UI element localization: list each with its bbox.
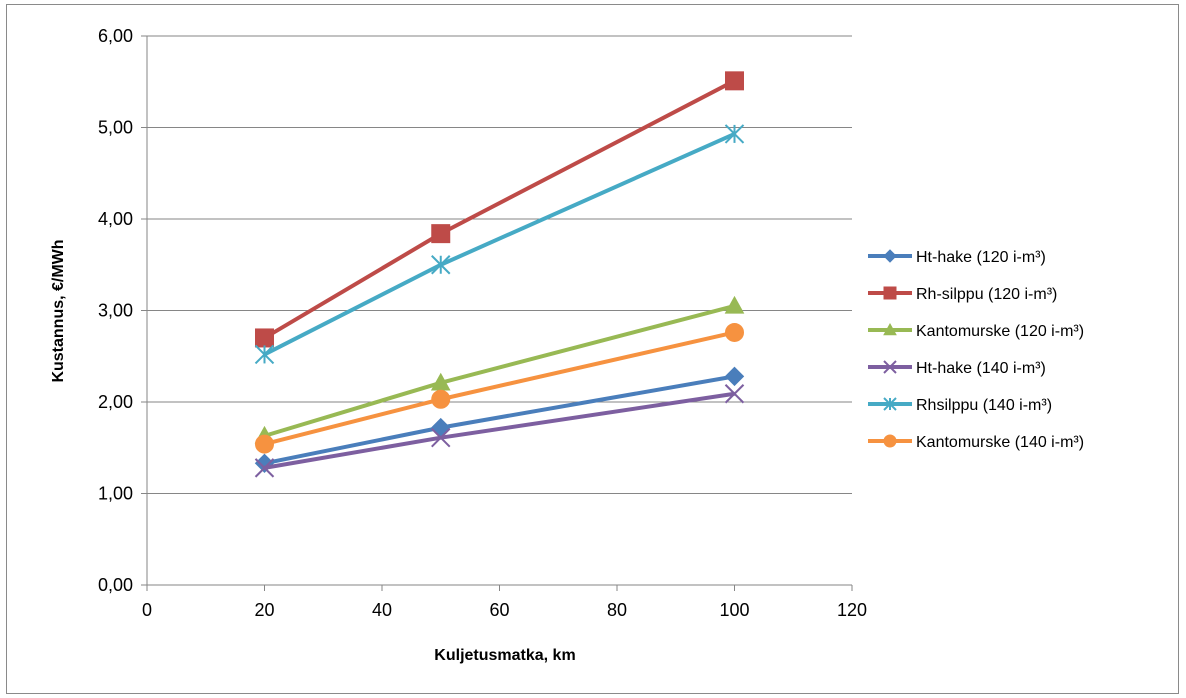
series-4 — [254, 384, 745, 478]
legend: Ht-hake (120 i-m³) Rh-silppu (120 i-m³) Ka… — [868, 249, 1084, 451]
legend-item-1: Ht-hake (120 i-m³) — [868, 249, 1046, 266]
axes — [141, 35, 853, 591]
y-axis-title: Kustannus, €/MWh — [50, 239, 67, 382]
data-point — [724, 295, 745, 314]
x-marker — [883, 360, 897, 374]
series-line — [263, 79, 736, 340]
legend-item-4: Ht-hake (140 i-m³) — [868, 360, 1046, 377]
legend-item-3: Kantomurske (120 i-m³) — [868, 322, 1084, 340]
x-marker-stroke — [254, 458, 275, 478]
x-tick-label: 120 — [837, 600, 867, 620]
x-tick-label: 40 — [372, 600, 392, 620]
x-axis-title: Kuljetusmatka, km — [434, 647, 575, 664]
y-tick-label: 4,00 — [98, 209, 133, 229]
y-tick-labels: 0,00 1,00 2,00 3,00 4,00 5,00 6,00 — [98, 26, 133, 595]
y-tick-label: 1,00 — [98, 484, 133, 504]
data-point — [431, 427, 451, 448]
data-point — [431, 255, 451, 275]
diamond-marker — [883, 249, 897, 263]
data-point — [255, 434, 274, 454]
series-2 — [255, 71, 744, 348]
square-marker — [883, 286, 897, 300]
series-3 — [254, 295, 745, 444]
circle-marker — [883, 434, 897, 448]
y-tick-label: 6,00 — [98, 26, 133, 46]
series-6 — [255, 322, 744, 454]
legend-label: Kantomurske (120 i-m³) — [916, 323, 1084, 340]
y-tick-label: 5,00 — [98, 118, 133, 138]
legend-label: Ht-hake (120 i-m³) — [916, 249, 1046, 266]
star-marker — [883, 397, 897, 411]
data-point — [724, 366, 745, 387]
y-tick-label: 3,00 — [98, 301, 133, 321]
legend-label: Rh-silppu (120 i-m³) — [916, 286, 1057, 303]
data-point — [254, 458, 275, 478]
x-tick-labels: 0 20 40 60 80 100 120 — [142, 600, 867, 620]
triangle-marker — [883, 322, 897, 336]
y-tick-label: 0,00 — [98, 575, 133, 595]
series-5 — [254, 124, 745, 365]
data-point — [255, 328, 274, 348]
y-tick-label: 2,00 — [98, 392, 133, 412]
x-tick-label: 20 — [254, 600, 274, 620]
data-point — [431, 224, 451, 244]
data-point — [725, 71, 744, 91]
x-tick-label: 60 — [489, 600, 509, 620]
data-point — [254, 453, 275, 474]
series-line — [264, 374, 735, 466]
data-point — [724, 384, 745, 404]
legend-item-2: Rh-silppu (120 i-m³) — [868, 286, 1057, 303]
series-line — [263, 132, 736, 357]
x-tick-label: 80 — [607, 600, 627, 620]
legend-label: Ht-hake (140 i-m³) — [916, 360, 1046, 377]
data-point — [431, 417, 451, 438]
data-point — [724, 124, 745, 144]
data-series — [254, 71, 745, 478]
legend-item-5: Rhsilppu (140 i-m³) — [868, 397, 1052, 414]
data-point — [431, 389, 451, 409]
data-point — [254, 344, 275, 365]
x-tick-label: 100 — [719, 600, 749, 620]
series-line — [264, 391, 735, 470]
gridlines — [147, 35, 852, 494]
x-marker-stroke — [724, 384, 745, 404]
x-tick-label: 0 — [142, 600, 152, 620]
legend-label: Rhsilppu (140 i-m³) — [916, 397, 1052, 414]
x-marker-stroke — [431, 427, 451, 448]
legend-item-6: Kantomurske (140 i-m³) — [868, 434, 1084, 451]
legend-label: Kantomurske (140 i-m³) — [916, 434, 1084, 451]
x-marker-stroke — [883, 360, 897, 374]
data-point — [725, 322, 744, 342]
chart-frame — [6, 4, 1179, 694]
